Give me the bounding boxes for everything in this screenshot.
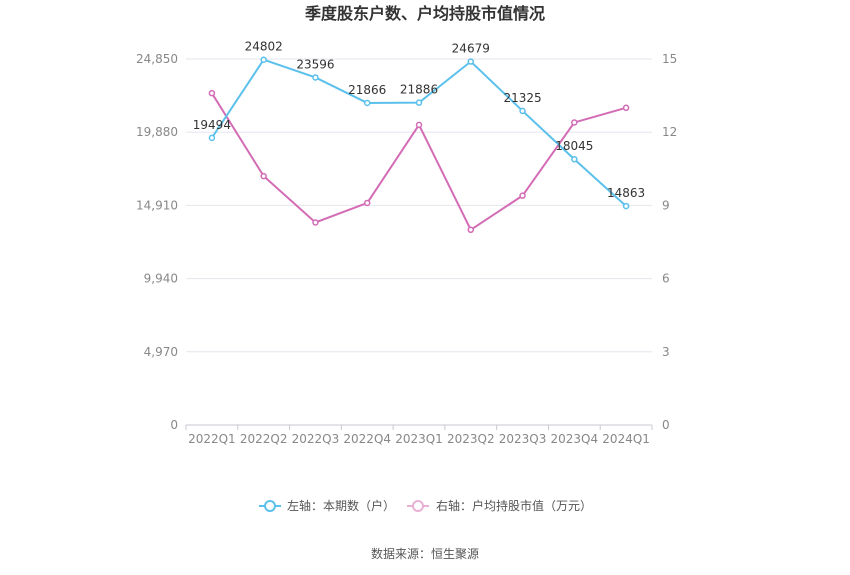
right-tick-label: 0 <box>662 418 670 432</box>
holders-data-label: 18045 <box>555 139 593 153</box>
holders-point <box>571 155 578 163</box>
left-tick-label: 14,910 <box>136 198 178 212</box>
left-tick-label: 4,970 <box>144 345 178 359</box>
holders-point <box>467 58 475 65</box>
avg-holding-value-point <box>363 199 371 207</box>
x-tick-label: 2024Q1 <box>602 432 650 446</box>
holders-data-label: 24802 <box>245 40 283 54</box>
x-tick-label: 2023Q3 <box>499 432 547 446</box>
avg-holding-value-point <box>571 119 578 126</box>
x-tick-label: 2022Q2 <box>240 432 288 446</box>
left-tick-label: 9,940 <box>144 272 178 286</box>
holders-point <box>622 202 630 210</box>
series <box>208 56 630 234</box>
left-tick-label: 0 <box>170 418 178 432</box>
right-tick-label: 9 <box>662 198 670 212</box>
legend-marker-right <box>412 500 424 512</box>
left-tick-label: 19,880 <box>136 125 178 139</box>
x-tick-label: 2023Q4 <box>551 432 599 446</box>
right-tick-label: 6 <box>662 272 670 286</box>
avg-holding-value-point <box>622 104 630 112</box>
holders-point <box>260 56 267 63</box>
holders-data-label: 19494 <box>193 118 231 132</box>
x-tick-label: 2023Q1 <box>395 432 443 446</box>
holders-point <box>363 99 371 107</box>
avg-holding-value-point <box>415 121 423 129</box>
x-tick-label: 2023Q2 <box>447 432 495 446</box>
legend-label-right: 右轴：户均持股市值（万元） <box>436 498 592 513</box>
x-tick-label: 2022Q4 <box>343 432 391 446</box>
holders-point <box>415 99 423 106</box>
data-source: 数据来源：恒生聚源 <box>371 546 479 561</box>
grid-lines <box>186 58 652 426</box>
holders-data-label: 21325 <box>503 91 541 105</box>
legend-marker-left <box>264 500 276 512</box>
avg-holding-value-point <box>467 226 475 234</box>
avg-holding-value-point <box>260 172 267 180</box>
left-tick-label: 24,850 <box>136 52 178 66</box>
holders-data-label: 21886 <box>400 83 438 97</box>
right-tick-label: 15 <box>662 52 677 66</box>
holders-data-label: 21866 <box>348 83 386 97</box>
holders-point <box>519 107 526 115</box>
right-tick-label: 12 <box>662 125 677 139</box>
x-tick-label: 2022Q1 <box>188 432 236 446</box>
avg-holding-value-point <box>312 219 319 226</box>
right-tick-label: 3 <box>662 345 670 359</box>
avg-holding-value-point <box>208 89 216 97</box>
holders-data-label: 24679 <box>452 42 490 56</box>
legend[interactable]: 左轴：本期数（户） 右轴：户均持股市值（万元） <box>259 498 592 513</box>
x-tick-label: 2022Q3 <box>292 432 340 446</box>
holders-data-label: 23596 <box>296 57 334 71</box>
holders-data-label: 14863 <box>607 186 645 200</box>
data-labels: 19494 24802 23596 21866 21886 24679 21325 18045… <box>193 40 645 200</box>
legend-item-right[interactable]: 右轴：户均持股市值（万元） <box>407 498 592 513</box>
holders-point <box>208 134 216 142</box>
chart-title: 季度股东户数、户均持股市值情况 <box>304 4 545 23</box>
holders-point <box>312 74 319 81</box>
avg-holding-value-line <box>211 92 627 232</box>
axes: 0 0 4,970 3 9,940 6 14,910 9 19,880 12 24,850 15 202… <box>136 52 677 446</box>
avg-holding-value-point <box>519 192 526 199</box>
legend-label-left: 左轴：本期数（户） <box>287 498 395 513</box>
legend-item-left[interactable]: 左轴：本期数（户） <box>259 498 395 513</box>
